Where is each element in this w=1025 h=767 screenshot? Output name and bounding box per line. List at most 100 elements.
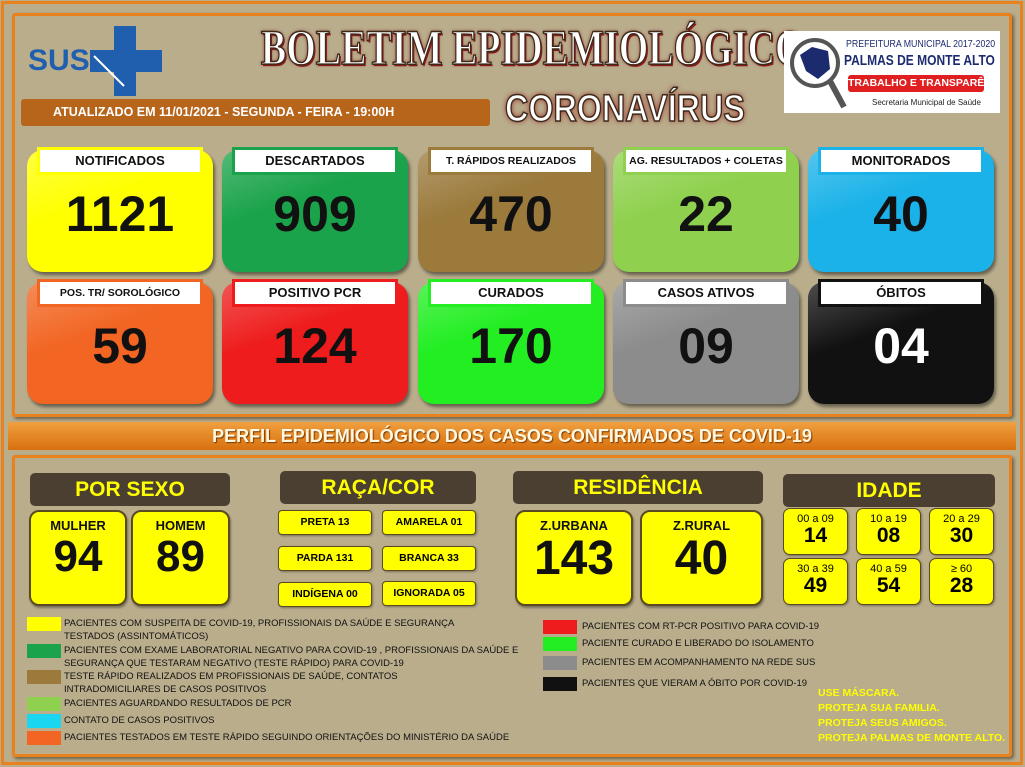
slogan-line: PROTEJA SUA FAMILIA. [818, 702, 940, 714]
legend-line: TESTADOS (ASSINTOMÁTICOS) [64, 631, 209, 642]
legend-text: TESTE RÁPIDO REALIZADOS EM PROFISSIONAIS… [64, 670, 398, 696]
stat-card-descartados: DESCARTADOS 909 [222, 147, 408, 272]
card-label: AG. RESULTADOS + COLETAS [623, 147, 789, 175]
stat-card-notificados: NOTIFICADOS 1121 [27, 147, 213, 272]
legend-line: SEGURANÇA QUE TESTARAM NEGATIVO (TESTE R… [64, 658, 404, 669]
card-value: 09 [678, 318, 734, 374]
legend-text: PACIENTES COM EXAME LABORATORIAL NEGATIV… [64, 644, 518, 670]
legend-swatch [543, 637, 577, 651]
page-title-wrap: BOLETIM EPIDEMIOLÓGICO [175, 18, 805, 80]
card-value: 909 [273, 186, 357, 242]
card-label: CURADOS [428, 279, 594, 307]
logo-line3: TRABALHO E TRANSPARÊNCIA [848, 75, 984, 92]
raca-header: RAÇA/COR [280, 471, 476, 504]
stat-card-curados: CURADOS 170 [418, 279, 604, 404]
card-value: 40 [873, 186, 929, 242]
sexo-mulher: MULHER 94 [29, 510, 127, 606]
legend-text: PACIENTES COM SUSPEITA DE COVID-19, PROF… [64, 617, 454, 643]
age-count: 49 [803, 574, 828, 597]
sexo-header: POR SEXO [30, 473, 230, 506]
card-value: 1121 [65, 186, 175, 242]
age-range: 30 a 39 [797, 563, 834, 575]
legend-text: PACIENTES AGUARDANDO RESULTADOS DE PCR [64, 697, 292, 710]
card-label: NOTIFICADOS [37, 147, 203, 175]
age-range: 10 a 19 [870, 513, 907, 525]
legend-swatch [27, 714, 61, 728]
sus-cross-icon [90, 26, 162, 96]
stat-card-casos-ativos: CASOS ATIVOS 09 [613, 279, 799, 404]
raca-item: BRANCA 33 [382, 546, 476, 571]
slogan-line: PROTEJA PALMAS DE MONTE ALTO. [818, 732, 1006, 744]
label: HOMEM [155, 518, 206, 533]
idade-item: 40 a 59 54 [856, 558, 921, 605]
card-value: 470 [469, 186, 553, 242]
profile-panel [12, 455, 1012, 757]
idade-header: IDADE [783, 474, 995, 507]
card-label: ÓBITOS [818, 279, 984, 307]
legend-line: PACIENTES COM SUSPEITA DE COVID-19, PROF… [64, 618, 455, 629]
sus-logo-text: SUS [28, 44, 90, 77]
value: 143 [533, 532, 615, 585]
summary-panel [12, 13, 1012, 417]
raca-item: AMARELA 01 [382, 510, 476, 535]
age-range: 20 a 29 [943, 513, 980, 525]
value: 94 [53, 532, 103, 581]
card-value: 04 [873, 318, 929, 374]
idade-item: 30 a 39 49 [783, 558, 848, 605]
page-subtitle: CORONAVÍRUS [504, 87, 745, 131]
raca-item: IGNORADA 05 [382, 581, 476, 606]
stat-card-ag-resultados-coletas: AG. RESULTADOS + COLETAS 22 [613, 147, 799, 272]
stat-card-monitorados: MONITORADOS 40 [808, 147, 994, 272]
legend-swatch [27, 731, 61, 745]
legend-swatch [27, 617, 61, 631]
age-count: 28 [949, 574, 974, 597]
updated-banner: ATUALIZADO EM 11/01/2021 - SEGUNDA - FEI… [21, 99, 490, 126]
legend-text: PACIENTES EM ACOMPANHAMENTO NA REDE SUS [582, 657, 816, 668]
legend-swatch [543, 677, 577, 691]
legend-line: CONTATO DE CASOS POSITIVOS [64, 715, 215, 726]
legend-line: PACIENTES TESTADOS EM TESTE RÁPIDO SEGUI… [64, 732, 510, 743]
raca-item: INDÍGENA 00 [278, 582, 372, 607]
raca-item: PRETA 13 [278, 510, 372, 535]
card-value: 22 [678, 186, 734, 242]
slogan-line: PROTEJA SEUS AMIGOS. [818, 717, 947, 729]
legend-line: INTRADOMICILIARES DE CASOS POSITIVOS [64, 684, 267, 695]
idade-item: 10 a 19 08 [856, 508, 921, 555]
card-label: DESCARTADOS [232, 147, 398, 175]
legend-text: CONTATO DE CASOS POSITIVOS [64, 714, 214, 727]
logo-line1: PREFEITURA MUNICIPAL 2017-2020 [846, 39, 996, 50]
age-range: 40 a 59 [870, 563, 907, 575]
value: 40 [674, 532, 729, 585]
residencia-header: RESIDÊNCIA [513, 471, 763, 504]
card-label: CASOS ATIVOS [623, 279, 789, 307]
legend-swatch [27, 670, 61, 684]
section-title: PERFIL EPIDEMIOLÓGICO DOS CASOS CONFIRMA… [8, 422, 1016, 450]
stat-card-t-r-pidos-realizados: T. RÁPIDOS REALIZADOS 470 [418, 147, 604, 272]
legend-text: PACIENTES COM RT-PCR POSITIVO PARA COVID… [582, 621, 820, 632]
legend-swatch [543, 620, 577, 634]
age-count: 54 [876, 574, 901, 597]
age-range: ≥ 60 [950, 563, 973, 575]
label: Z.URBANA [540, 518, 608, 533]
card-label: MONITORADOS [818, 147, 984, 175]
label: MULHER [50, 518, 106, 533]
stat-card-pos-tr-sorol-gico: POS. TR/ SOROLÓGICO 59 [27, 279, 213, 404]
idade-item: 00 a 09 14 [783, 508, 848, 555]
label: Z.RURAL [672, 518, 731, 533]
legend-swatch [543, 656, 577, 670]
logo-line4: Secretaria Municipal de Saúde [872, 98, 981, 107]
magnifier-map-icon [790, 38, 847, 109]
legend-text: PACIENTES TESTADOS EM TESTE RÁPIDO SEGUI… [64, 731, 509, 744]
card-label: POS. TR/ SOROLÓGICO [37, 279, 203, 307]
legend-text: PACIENTES QUE VIERAM A ÓBITO POR COVID-1… [582, 678, 808, 689]
age-count: 30 [949, 524, 974, 547]
age-count: 14 [803, 524, 828, 547]
idade-item: 20 a 29 30 [929, 508, 994, 555]
stat-card--bitos: ÓBITOS 04 [808, 279, 994, 404]
card-value: 59 [92, 318, 148, 374]
legend-text: PACIENTE CURADO E LIBERADO DO ISOLAMENTO [582, 638, 814, 649]
municipal-logo: PREFEITURA MUNICIPAL 2017-2020 PALMAS DE… [784, 31, 1000, 113]
stat-card-positivo-pcr: POSITIVO PCR 124 [222, 279, 408, 404]
page-title: BOLETIM EPIDEMIOLÓGICO [260, 18, 805, 76]
